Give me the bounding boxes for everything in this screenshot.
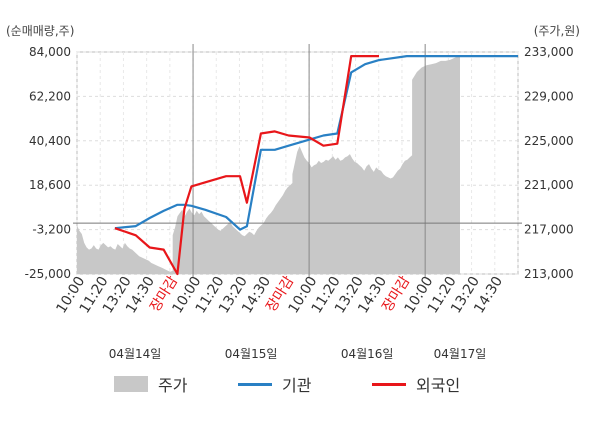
date-label: 04월15일 <box>225 347 278 361</box>
legend-item-institution: 기관 <box>238 372 311 396</box>
right-tick-label: 225,000 <box>524 134 574 148</box>
legend-swatch-price <box>114 376 148 392</box>
left-tick-label: 62,200 <box>29 89 71 103</box>
date-label: 04월14일 <box>109 347 162 361</box>
legend-item-foreign: 외국인 <box>372 372 460 396</box>
legend-label-price: 주가 <box>158 376 188 395</box>
date-label: 04월17일 <box>434 347 487 361</box>
right-tick-label: 233,000 <box>524 45 574 59</box>
date-label: 04월16일 <box>341 347 394 361</box>
series-price-area <box>77 55 460 274</box>
legend-swatch-foreign <box>372 382 406 386</box>
legend-label-institution: 기관 <box>282 376 312 395</box>
right-axis-unit: (주가,원) <box>533 24 580 38</box>
left-axis-unit: (순매매량,주) <box>6 24 75 38</box>
right-tick-label: 213,000 <box>524 267 574 281</box>
left-tick-label: -3,200 <box>32 223 71 237</box>
right-tick-label: 221,000 <box>524 178 574 192</box>
right-tick-label: 217,000 <box>524 223 574 237</box>
series-foreign-line <box>114 55 379 276</box>
legend-label-foreign: 외국인 <box>416 376 461 395</box>
right-tick-label: 229,000 <box>524 89 574 103</box>
left-tick-label: -25,000 <box>25 267 71 281</box>
left-tick-label: 84,000 <box>29 45 71 59</box>
legend-swatch-institution <box>238 382 272 386</box>
legend-item-price: 주가 <box>114 372 187 396</box>
legend: 주가 기관 외국인 <box>0 372 600 400</box>
series-institution-line <box>114 55 518 231</box>
left-tick-label: 40,400 <box>29 134 71 148</box>
left-tick-label: 18,600 <box>29 178 71 192</box>
